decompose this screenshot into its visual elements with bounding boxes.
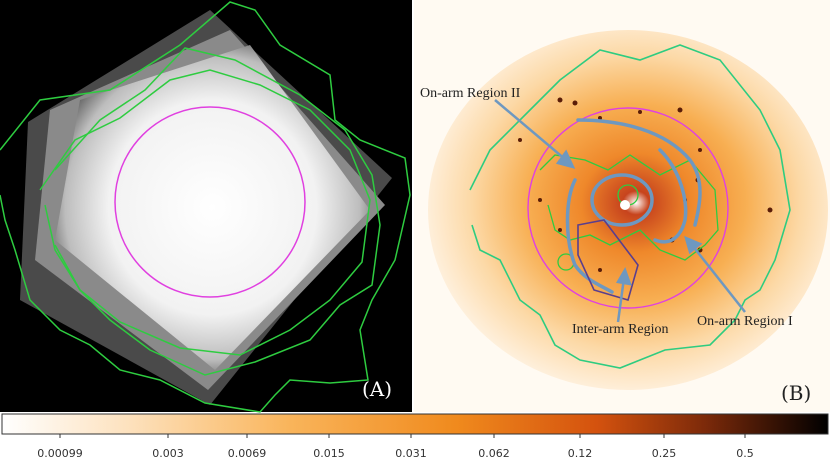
colorbar: 0.00099 0.003 0.0069 0.015 0.031 0.062 0… (1, 413, 829, 460)
annotation-arrows (494, 99, 746, 323)
colorbar-tick-4: 0.031 (395, 447, 427, 460)
colorbar-ticks (59, 434, 746, 438)
exposure-footprint-bright (55, 45, 370, 370)
extraction-circle-a (114, 106, 306, 298)
label-on-arm-ii: On-arm Region II (420, 86, 521, 101)
on-arm-region-i (653, 148, 688, 244)
colorbar-tick-8: 0.5 (736, 447, 754, 460)
inter-arm-box (577, 219, 639, 301)
colorbar-tick-5: 0.062 (478, 447, 510, 460)
colorbar-gradient (1, 413, 829, 435)
panel-b-label: (B) (781, 381, 811, 405)
panel-a: (A) (0, 0, 412, 413)
label-inter-arm: Inter-arm Region (572, 322, 669, 337)
extraction-circle-b (527, 107, 729, 309)
panel-a-label: (A) (362, 377, 392, 401)
nucleus (620, 200, 630, 210)
on-arm-region-ii (565, 118, 702, 294)
label-on-arm-i: On-arm Region I (697, 314, 793, 329)
colorbar-tick-1: 0.003 (152, 447, 184, 460)
colorbar-tick-7: 0.25 (652, 447, 677, 460)
green-contour-a2 (44, 47, 381, 376)
colorbar-tick-0: 0.00099 (37, 447, 83, 460)
green-contour-a3 (39, 69, 371, 356)
green-contour-b-inner (539, 154, 719, 261)
green-contour-b-outer (469, 44, 791, 369)
colorbar-tick-3: 0.015 (313, 447, 345, 460)
panel-b: On-arm Region II On-arm Region I Inter-a… (414, 0, 830, 412)
colorbar-tick-6: 0.12 (568, 447, 593, 460)
central-region (590, 173, 654, 227)
colorbar-tick-2: 0.0069 (228, 447, 267, 460)
green-contour-a1 (0, 1, 411, 413)
galaxy-disk (428, 30, 828, 390)
